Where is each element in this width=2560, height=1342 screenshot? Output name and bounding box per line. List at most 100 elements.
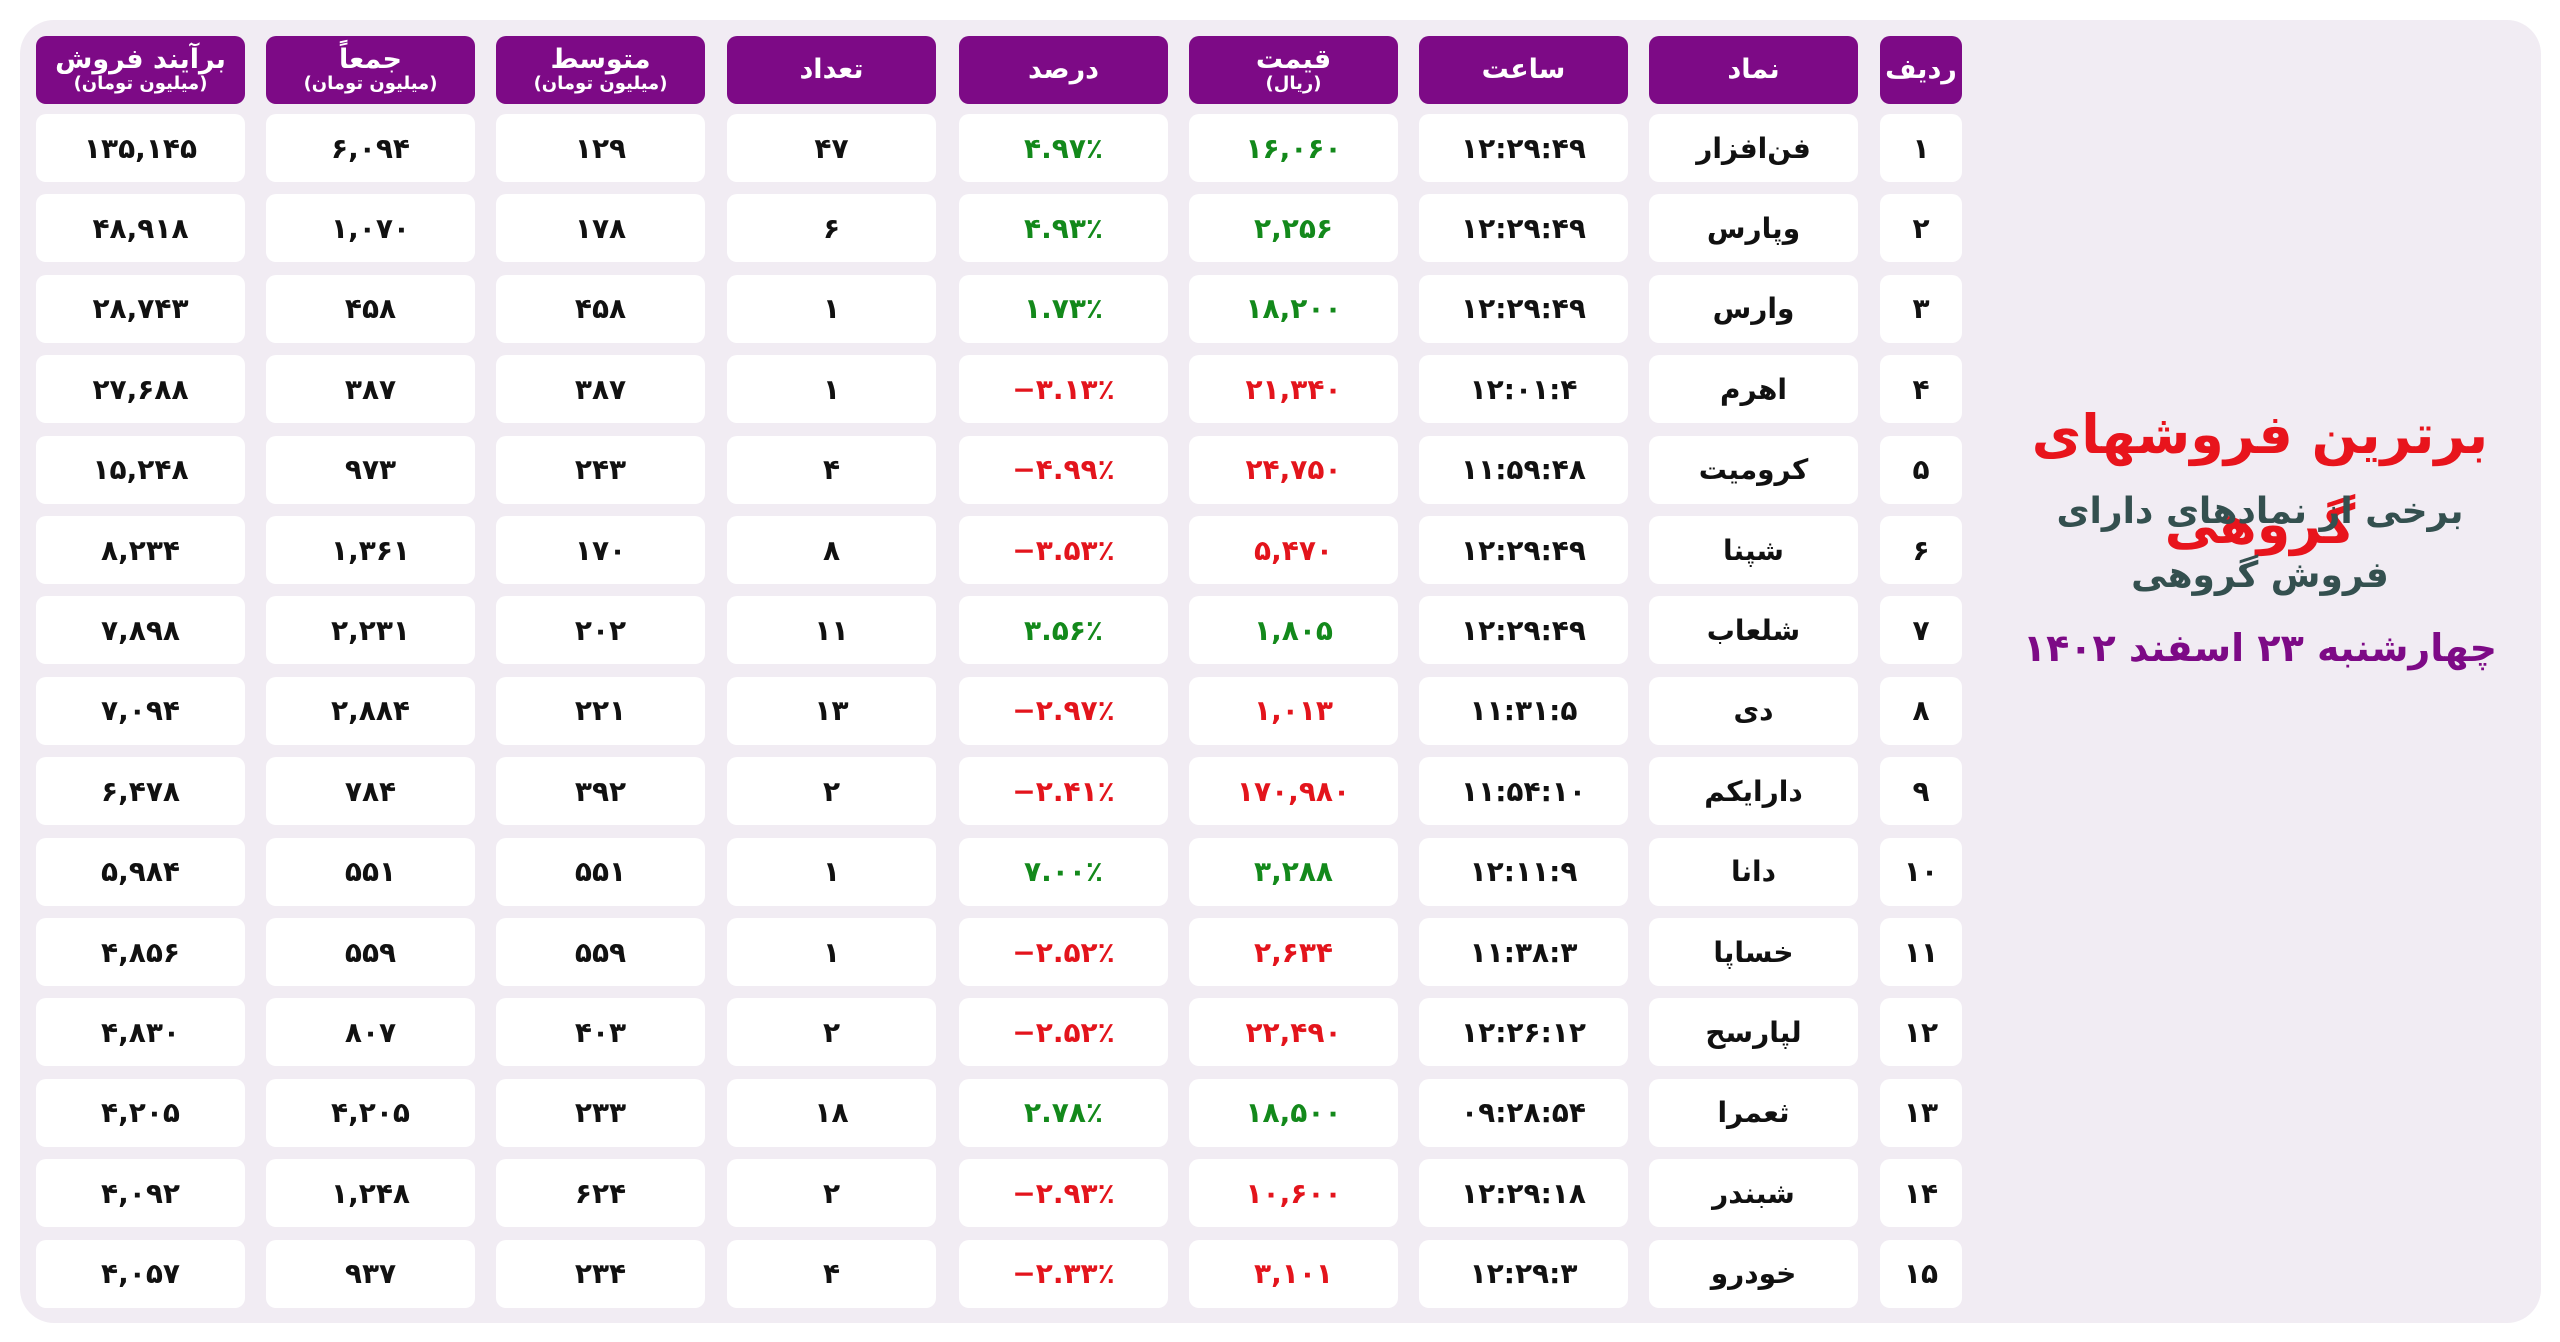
table-cell: ۱,۳۶۱ — [266, 516, 475, 584]
table-cell: ۴ — [727, 435, 936, 504]
table-cell: ۶ — [1880, 516, 1962, 584]
table-cell: ۱۲۹ — [496, 114, 705, 182]
table-cell: ۴,۸۳۰ — [36, 998, 245, 1067]
table-cell: وارس — [1649, 274, 1858, 343]
table-cell: ۱ — [727, 274, 936, 343]
table-cell: ۱۲:۲۹:۴۹ — [1419, 274, 1628, 343]
table-cell: شبندر — [1649, 1159, 1858, 1228]
table-cell: ۰۹:۲۸:۵۴ — [1419, 1078, 1628, 1147]
table-cell: ۵۵۹ — [266, 918, 475, 986]
column-header: درصد — [959, 36, 1168, 104]
column-title: جمعاً — [339, 44, 402, 76]
column-header: قیمت (ریال) — [1189, 36, 1398, 104]
table-cell: −۲.۵۲٪ — [959, 998, 1168, 1067]
table-cell: فن‌افزار — [1649, 114, 1858, 182]
table-cell: دارا‌یکم — [1649, 757, 1858, 826]
table-cell: ۱.۷۳٪ — [959, 274, 1168, 343]
table-cell: ۶,۰۹۴ — [266, 114, 475, 182]
table-cell: ۱۲:۲۹:۴۹ — [1419, 596, 1628, 665]
table-cell: ۱۷۸ — [496, 194, 705, 263]
table-cell: ۱۶,۰۶۰ — [1189, 114, 1398, 182]
table-cell: خساپا — [1649, 918, 1858, 986]
table-cell: ۴ — [727, 1239, 936, 1308]
table-cell: ۸۰۷ — [266, 998, 475, 1067]
column-unit: (میلیون تومان) — [533, 72, 668, 94]
table-cell: ۲.۷۸٪ — [959, 1078, 1168, 1147]
table-cell: دی — [1649, 676, 1858, 745]
table-cell: ۵۵۱ — [496, 837, 705, 906]
table-cell: ۲,۲۳۱ — [266, 596, 475, 665]
table-cell: ۲ — [727, 998, 936, 1067]
table-cell: شپنا — [1649, 516, 1858, 584]
table-cell: −۲.۹۳٪ — [959, 1159, 1168, 1228]
table-cell: ۹۷۳ — [266, 435, 475, 504]
table-cell: ۳,۱۰۱ — [1189, 1239, 1398, 1308]
table-cell: ۲۴۳ — [496, 435, 705, 504]
table-cell: ۴,۸۵۶ — [36, 918, 245, 986]
table-cell: ۴۸,۹۱۸ — [36, 194, 245, 263]
table-cell: −۲.۴۱٪ — [959, 757, 1168, 826]
table-cell: ۷ — [1880, 596, 1962, 665]
date: چهارشنبه ۲۳ اسفند ۱۴۰۲ — [2022, 626, 2498, 670]
table-cell: ۱۱:۳۱:۵ — [1419, 676, 1628, 745]
table-cell: ۱۰ — [1880, 837, 1962, 906]
table-cell: ۴,۰۹۲ — [36, 1159, 245, 1228]
table-cell: ۱۱:۵۴:۱۰ — [1419, 757, 1628, 826]
table-cell: ۳ — [1880, 274, 1962, 343]
table-cell: ۹۳۷ — [266, 1239, 475, 1308]
column-title: درصد — [1027, 53, 1100, 85]
table-cell: ۳۸۷ — [496, 355, 705, 424]
table-cell: ۱ — [1880, 114, 1962, 182]
table-cell: ۴۵۸ — [266, 274, 475, 343]
column-unit: (میلیون تومان) — [73, 72, 208, 94]
table-cell: ۲۴,۷۵۰ — [1189, 435, 1398, 504]
table-cell: −۳.۵۳٪ — [959, 516, 1168, 584]
column-title: نماد — [1727, 53, 1780, 85]
table-cell: ۱۲:۲۹:۴۹ — [1419, 516, 1628, 584]
column-title: قیمت — [1255, 44, 1332, 76]
column-header: برآیند فروش (میلیون تومان) — [36, 36, 245, 104]
table-cell: خودرو — [1649, 1239, 1858, 1308]
column-header: ساعت — [1419, 36, 1628, 104]
table-cell: ۱۲ — [1880, 998, 1962, 1067]
table-cell: ۴۵۸ — [496, 274, 705, 343]
table-cell: ۱۲:۲۶:۱۲ — [1419, 998, 1628, 1067]
table-cell: ۸,۲۳۴ — [36, 516, 245, 584]
column-title: ردیف — [1885, 53, 1957, 85]
table-cell: ۵۵۹ — [496, 918, 705, 986]
column-title: متوسط — [550, 44, 651, 76]
table-cell: −۲.۹۷٪ — [959, 676, 1168, 745]
table-cell: ۱,۰۷۰ — [266, 194, 475, 263]
table-cell: ۱۳ — [727, 676, 936, 745]
table-cell: ۵,۴۷۰ — [1189, 516, 1398, 584]
table-cell: ۱ — [727, 355, 936, 424]
table-cell: ۱,۸۰۵ — [1189, 596, 1398, 665]
column-unit: (ریال) — [1265, 72, 1322, 94]
table-cell: کرومیت — [1649, 435, 1858, 504]
table-cell: ۶,۴۷۸ — [36, 757, 245, 826]
table-cell: ۸ — [1880, 676, 1962, 745]
table-cell: ۱۸,۵۰۰ — [1189, 1078, 1398, 1147]
table-cell: ۱۳۵,۱۴۵ — [36, 114, 245, 182]
column-title: برآیند فروش — [55, 44, 226, 76]
table-cell: ۷.۰۰٪ — [959, 837, 1168, 906]
table-cell: ۱۲:۱۱:۹ — [1419, 837, 1628, 906]
table-cell: ۲۳۴ — [496, 1239, 705, 1308]
table-cell: ۳,۲۸۸ — [1189, 837, 1398, 906]
table-cell: ۱۳ — [1880, 1078, 1962, 1147]
table-cell: ۲ — [727, 757, 936, 826]
table-cell: ۵۵۱ — [266, 837, 475, 906]
table-cell: ۴,۲۰۵ — [266, 1078, 475, 1147]
table-cell: −۲.۳۳٪ — [959, 1239, 1168, 1308]
table-cell: ۳۸۷ — [266, 355, 475, 424]
table-cell: −۳.۱۳٪ — [959, 355, 1168, 424]
table-cell: ۵ — [1880, 435, 1962, 504]
table-cell: ۱۵ — [1880, 1239, 1962, 1308]
table-cell: ۷,۸۹۸ — [36, 596, 245, 665]
table-cell: ۴,۲۰۵ — [36, 1078, 245, 1147]
table-cell: ۱۱:۵۹:۴۸ — [1419, 435, 1628, 504]
table-cell: ۳.۵۶٪ — [959, 596, 1168, 665]
table-cell: ۲ — [727, 1159, 936, 1228]
table-cell: شلعاب — [1649, 596, 1858, 665]
